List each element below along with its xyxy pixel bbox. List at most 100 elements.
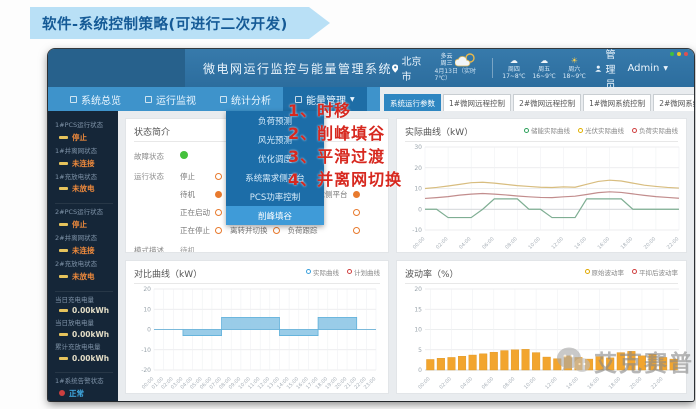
status-dot-off bbox=[352, 209, 360, 216]
run-status-col-0: 停止待机正在启动正在停止 bbox=[180, 171, 222, 236]
weather-today: 多云 周三 4月13日（实时 7℃） bbox=[435, 53, 484, 82]
weather-condition: 多云 bbox=[440, 53, 453, 61]
user-role: 管理员 bbox=[605, 49, 616, 91]
svg-text:08:00: 08:00 bbox=[504, 236, 518, 250]
actual-legend-entry-0[interactable]: 储能实际曲线 bbox=[524, 125, 570, 135]
status-option: 正在启动 bbox=[180, 207, 222, 218]
nav-item-label: 系统总览 bbox=[81, 95, 121, 107]
fault-status-label: 故障状态 bbox=[134, 152, 164, 161]
sidebar-item-value: 停止 bbox=[72, 220, 87, 229]
forecast-day-2: ☀ 周六 18~9℃ bbox=[563, 56, 586, 81]
dash-icon bbox=[59, 187, 68, 191]
svg-text:30: 30 bbox=[414, 144, 422, 151]
status-dot-off bbox=[215, 209, 222, 216]
status-dot-on bbox=[215, 191, 222, 198]
actual-legend-entry-2[interactable]: 负荷实际曲线 bbox=[632, 125, 678, 135]
nav-item-1[interactable]: 运行监视 bbox=[133, 87, 208, 111]
nav-item-label: 统计分析 bbox=[231, 95, 271, 107]
svg-text:00:00: 00:00 bbox=[412, 236, 426, 250]
svg-text:20: 20 bbox=[414, 286, 422, 293]
svg-text:10: 10 bbox=[414, 186, 422, 193]
svg-text:04:00: 04:00 bbox=[460, 376, 474, 390]
volatility-legend-entry-1[interactable]: 平抑后波动率 bbox=[632, 267, 678, 277]
chevron-down-icon: ▼ bbox=[350, 95, 355, 103]
actual-legend-entry-1[interactable]: 光伏实际曲线 bbox=[578, 125, 624, 135]
sun-icon: ☀ bbox=[570, 55, 578, 65]
nav-item-label: 运行监视 bbox=[156, 95, 196, 107]
sidebar-item-value-row: 0.00kWh bbox=[59, 306, 113, 315]
sidebar-item-label: 2#PCS运行状态 bbox=[55, 208, 104, 217]
tab-4[interactable]: 2#微网系统控制 bbox=[653, 94, 694, 111]
dash-icon bbox=[59, 333, 68, 336]
sidebar-item-label: 当日放电电量 bbox=[55, 319, 94, 328]
status-dot-off bbox=[215, 227, 222, 234]
status-option-label: 正在启动 bbox=[180, 208, 210, 217]
nav-item-0[interactable]: 系统总览 bbox=[58, 87, 133, 111]
sidebar-item-value-row: 未放电 bbox=[59, 183, 113, 194]
compare-legend-entry-0[interactable]: 实际曲线 bbox=[306, 267, 339, 277]
svg-text:04:00: 04:00 bbox=[458, 236, 472, 250]
legend-ring-icon bbox=[306, 269, 311, 274]
mode-row-value: 待机 bbox=[180, 246, 195, 253]
svg-text:10: 10 bbox=[414, 326, 422, 333]
compare-curve-legend: 实际曲线 计划曲线 bbox=[306, 267, 380, 277]
nav-strip: 系统总览 运行监视 统计分析 能量管理 ▼ 系统运行参数 1#微网远程控制 2#微网远程控制… bbox=[48, 87, 694, 111]
sidebar-item-value-row: 未连接 bbox=[59, 158, 113, 169]
nav-item-3[interactable]: 能量管理 ▼ bbox=[283, 87, 367, 111]
svg-text:20: 20 bbox=[414, 165, 422, 172]
nav-item-icon bbox=[295, 95, 302, 103]
mode-row: 模式描述 待机 bbox=[134, 245, 380, 253]
tab-3[interactable]: 1#微网系统控制 bbox=[583, 94, 652, 111]
sidebar-item-value-row: 未放电 bbox=[59, 271, 113, 282]
status-dot-off bbox=[272, 227, 280, 234]
compare-legend-entry-1[interactable]: 计划曲线 bbox=[347, 267, 380, 277]
sidebar-item-label: 1#系统告警状态 bbox=[55, 376, 104, 385]
weather-day: 周三 bbox=[440, 59, 453, 67]
dropdown-item-4[interactable]: PCS功率控制 bbox=[249, 192, 301, 203]
window-minimize-button[interactable] bbox=[670, 52, 674, 56]
volatility-legend-entry-0[interactable]: 原始波动率 bbox=[584, 267, 624, 277]
status-option: 负荷跟踪 bbox=[288, 225, 360, 236]
svg-text:-10: -10 bbox=[141, 346, 151, 353]
svg-text:06:00: 06:00 bbox=[481, 236, 495, 250]
tab-1[interactable]: 1#微网远程控制 bbox=[443, 94, 512, 111]
svg-text:10:00: 10:00 bbox=[527, 236, 541, 250]
status-option-label: 待机 bbox=[180, 190, 195, 199]
forecast-day-label: 周四 bbox=[507, 65, 520, 73]
nav-item-icon bbox=[220, 95, 227, 103]
window-close-button[interactable] bbox=[684, 52, 688, 56]
tab-2[interactable]: 2#微网远程控制 bbox=[513, 94, 582, 111]
tab-0[interactable]: 系统运行参数 bbox=[384, 94, 441, 111]
location-selector[interactable]: 北京市 bbox=[392, 53, 425, 83]
slide-title: 软件-系统控制策略(可进行二次开发) bbox=[42, 16, 288, 33]
dropdown-item-1[interactable]: 风光预测 bbox=[257, 135, 292, 146]
annotation-line-3: 4、并离网切换 bbox=[288, 170, 403, 189]
panel-title: 实际曲线（kW） bbox=[405, 125, 678, 142]
sidebar-item-label: 2#充放电状态 bbox=[55, 259, 98, 268]
status-option: 正在停止 bbox=[180, 225, 222, 236]
sidebar-item-value-row: 0.00kWh bbox=[59, 330, 113, 339]
dropdown-item-5[interactable]: 削峰填谷 bbox=[226, 206, 324, 225]
sidebar-group-2: 当日充电电量 0.00kWh 当日放电电量 0.00kWh 累计充放电电量 0.00kWh bbox=[55, 292, 113, 373]
weather-date-detail: 4月13日（实时 7℃） bbox=[434, 68, 476, 82]
dropdown-item-0[interactable]: 负荷预测 bbox=[257, 116, 292, 127]
status-dot-off bbox=[352, 227, 360, 234]
svg-text:14:00: 14:00 bbox=[574, 236, 588, 250]
strategy-annotations: 1、时移 2、削峰填谷 3、平滑过渡 4、并离网切换 bbox=[288, 99, 402, 191]
svg-text:20: 20 bbox=[143, 286, 151, 293]
dropdown-item-3[interactable]: 系统需求侧平台 bbox=[245, 173, 305, 184]
energy-management-dropdown: 负荷预测风光预测优化调度系统需求侧平台 PCS功率控制削峰填谷 bbox=[226, 111, 324, 225]
watermark: 艾克赛普 bbox=[556, 344, 694, 378]
legend-label: 计划曲线 bbox=[354, 268, 380, 277]
nav-item-2[interactable]: 统计分析 bbox=[208, 87, 283, 111]
dash-icon bbox=[59, 161, 68, 165]
dropdown-item-2[interactable]: 优化调度 bbox=[257, 154, 292, 165]
window-restore-button[interactable] bbox=[677, 52, 681, 56]
svg-text:20:00: 20:00 bbox=[643, 236, 657, 250]
dash-icon bbox=[59, 274, 68, 278]
cloud-icon: ☁ bbox=[509, 55, 518, 65]
status-option: 停止 bbox=[180, 171, 222, 182]
user-menu[interactable]: 管理员 Admin ▼ bbox=[595, 49, 668, 91]
svg-text:10:00: 10:00 bbox=[523, 376, 537, 390]
